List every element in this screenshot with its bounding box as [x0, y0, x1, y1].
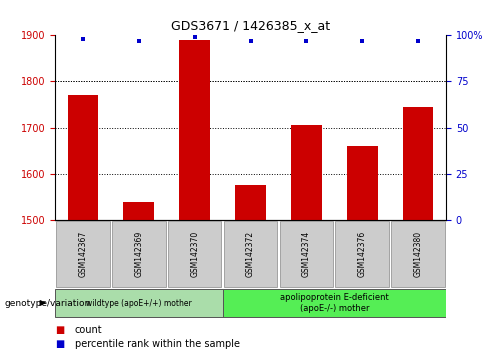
- Text: GSM142367: GSM142367: [79, 231, 87, 277]
- FancyBboxPatch shape: [335, 221, 389, 287]
- Bar: [291, 125, 322, 220]
- Text: GSM142370: GSM142370: [190, 231, 199, 277]
- FancyBboxPatch shape: [280, 221, 333, 287]
- FancyBboxPatch shape: [55, 289, 223, 317]
- Bar: [123, 201, 154, 220]
- Bar: [235, 185, 266, 220]
- Text: wildtype (apoE+/+) mother: wildtype (apoE+/+) mother: [86, 298, 192, 308]
- Text: GSM142374: GSM142374: [302, 231, 311, 277]
- Text: GSM142376: GSM142376: [358, 231, 366, 277]
- Bar: [403, 107, 433, 220]
- FancyBboxPatch shape: [56, 221, 110, 287]
- Title: GDS3671 / 1426385_x_at: GDS3671 / 1426385_x_at: [171, 19, 330, 33]
- Text: GSM142380: GSM142380: [413, 231, 423, 277]
- Text: apolipoprotein E-deficient
(apoE-/-) mother: apolipoprotein E-deficient (apoE-/-) mot…: [280, 293, 388, 313]
- Text: ■: ■: [55, 325, 64, 335]
- Text: count: count: [75, 325, 102, 335]
- FancyBboxPatch shape: [168, 221, 222, 287]
- Text: ■: ■: [55, 339, 64, 349]
- FancyBboxPatch shape: [224, 221, 277, 287]
- Text: GSM142369: GSM142369: [134, 231, 143, 277]
- Text: percentile rank within the sample: percentile rank within the sample: [75, 339, 240, 349]
- Bar: [179, 40, 210, 220]
- Text: GSM142372: GSM142372: [246, 231, 255, 277]
- Bar: [67, 95, 98, 220]
- FancyBboxPatch shape: [391, 221, 445, 287]
- FancyBboxPatch shape: [112, 221, 165, 287]
- FancyBboxPatch shape: [223, 289, 446, 317]
- Bar: [347, 146, 378, 220]
- Text: genotype/variation: genotype/variation: [5, 298, 91, 308]
